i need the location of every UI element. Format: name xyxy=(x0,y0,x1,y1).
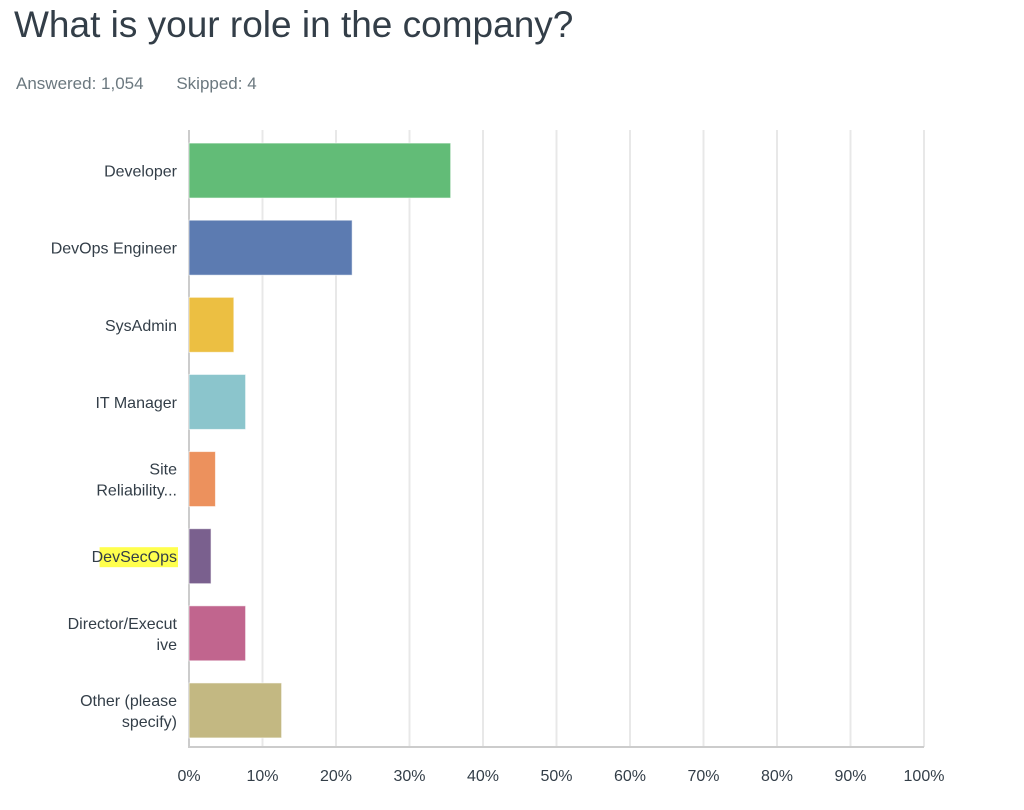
category-label: specify) xyxy=(122,714,177,731)
x-tick-label: 50% xyxy=(540,768,572,785)
bar-0 xyxy=(188,142,452,199)
category-label: Reliability... xyxy=(96,483,177,500)
bar-2 xyxy=(188,296,235,353)
bar-3 xyxy=(188,373,247,430)
answered-count: Answered: 1,054 xyxy=(16,74,144,93)
bar-5 xyxy=(188,528,212,585)
label-highlight xyxy=(99,547,178,568)
x-tick-label: 40% xyxy=(467,768,499,785)
bar-1 xyxy=(188,219,353,276)
category-label: Director/Execut xyxy=(68,616,178,633)
category-label: DevSecOps xyxy=(92,549,177,566)
x-tick-label: 60% xyxy=(614,768,646,785)
category-label: Other (please xyxy=(80,693,177,710)
category-label: Site xyxy=(149,462,177,479)
category-label: ive xyxy=(157,637,178,654)
bar-7 xyxy=(188,682,283,739)
x-tick-label: 30% xyxy=(393,768,425,785)
x-tick-label: 10% xyxy=(246,768,278,785)
x-tick-label: 0% xyxy=(177,768,200,785)
x-tick-label: 80% xyxy=(761,768,793,785)
skipped-count: Skipped: 4 xyxy=(176,74,257,93)
x-tick-label: 70% xyxy=(687,768,719,785)
category-label: DevOps Engineer xyxy=(51,241,178,258)
x-tick-label: 100% xyxy=(904,768,945,785)
response-stats: Answered: 1,054 Skipped: 4 xyxy=(16,74,285,94)
category-label: SysAdmin xyxy=(105,318,177,335)
x-tick-label: 90% xyxy=(834,768,866,785)
bar-4 xyxy=(188,451,216,508)
question-title: What is your role in the company? xyxy=(14,4,574,45)
x-tick-label: 20% xyxy=(320,768,352,785)
bar-6 xyxy=(188,605,247,662)
category-label: IT Manager xyxy=(95,395,177,412)
category-label: Developer xyxy=(104,164,178,181)
